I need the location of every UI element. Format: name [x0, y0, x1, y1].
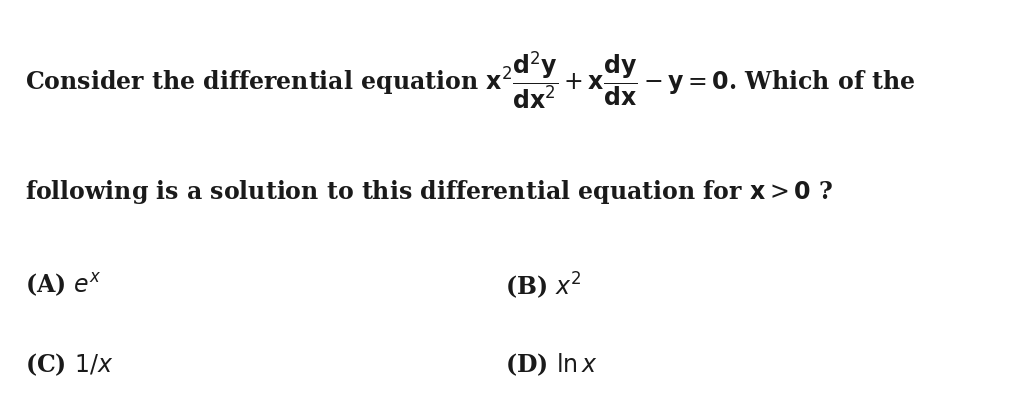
Text: Consider the differential equation $\mathbf{x}^2\dfrac{\mathbf{d}^2\mathbf{y}}{\: Consider the differential equation $\mat… [25, 49, 916, 111]
Text: (D) $\ln x$: (D) $\ln x$ [505, 352, 598, 378]
Text: (B) $x^2$: (B) $x^2$ [505, 270, 582, 301]
Text: following is a solution to this differential equation for $\mathbf{x}>\mathbf{0}: following is a solution to this differen… [25, 178, 833, 205]
Text: (C) $1/x$: (C) $1/x$ [25, 352, 114, 378]
Text: (A) $e^x$: (A) $e^x$ [25, 271, 102, 299]
